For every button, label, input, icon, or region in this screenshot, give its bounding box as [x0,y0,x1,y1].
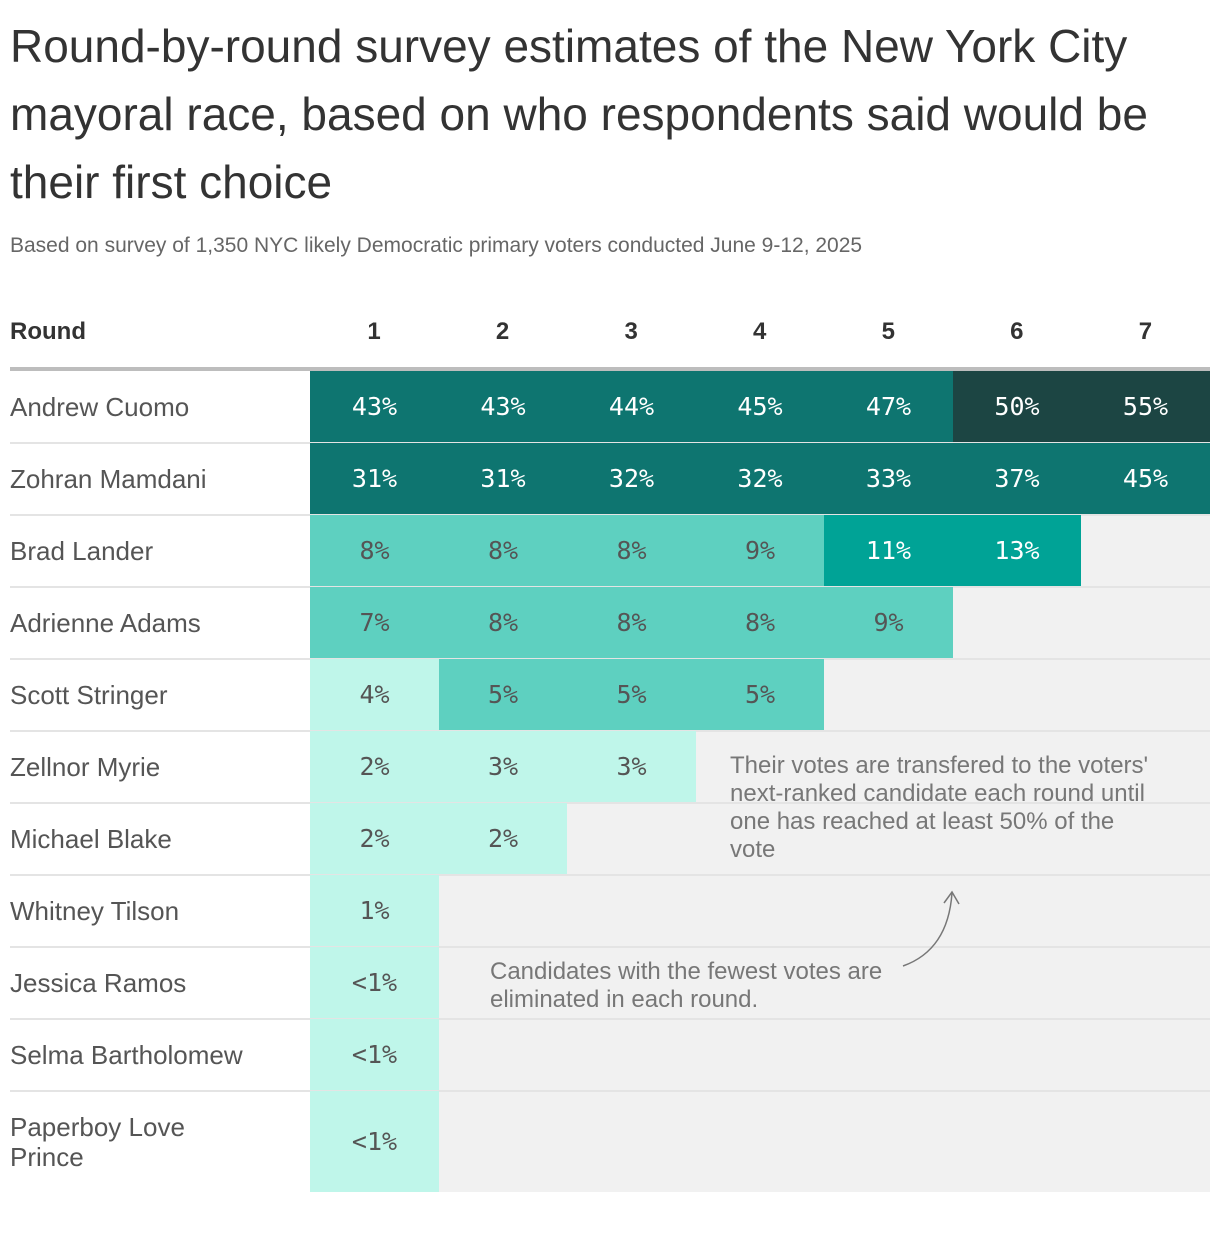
vote-share-cell: 2% [310,731,439,802]
round-header-3: 3 [624,318,638,345]
vote-share-cell: 5% [439,659,567,730]
vote-share-cell: 13% [953,515,1081,586]
round-header-5: 5 [881,318,895,345]
candidate-name: Brad Lander [10,536,154,566]
vote-share-cell: 9% [824,587,953,658]
vote-share-cell: 2% [439,803,567,874]
chart-subtitle: Based on survey of 1,350 NYC likely Demo… [10,234,863,257]
vote-share-cell: 44% [567,371,696,442]
chart-title: Round-by-round survey estimates of the N… [10,20,1148,208]
candidate-name: Paperboy Love Prince [10,1111,185,1172]
candidate-name: Andrew Cuomo [10,392,190,422]
vote-share-cell: 43% [439,371,567,442]
vote-share-cell: 7% [310,587,439,658]
vote-share-cell: 3% [439,731,567,802]
vote-share-cell: 31% [439,443,567,514]
vote-share-cell: 32% [696,443,824,514]
candidate-name: Michael Blake [10,824,172,854]
vote-share-cell: 37% [953,443,1081,514]
vote-share-cell: 5% [567,659,696,730]
round-header-7: 7 [1138,318,1153,345]
vote-share-cell: 32% [567,443,696,514]
vote-share-cell: <1% [310,1019,439,1090]
vote-share-cell: 45% [696,371,824,442]
candidate-name: Zohran Mamdani [10,464,207,494]
round-header-6: 6 [1010,318,1024,345]
vote-share-cell: 43% [310,371,439,442]
transfer-annotation: Their votes are transfered to the voters… [730,752,1149,863]
candidate-name: Zellnor Myrie [10,752,161,782]
eliminated-annotation: Candidates with the fewest votes are eli… [490,958,883,1013]
row-divider [10,946,1210,948]
vote-share-cell: 9% [696,515,824,586]
vote-share-cell: 3% [567,731,696,802]
vote-share-cell: 47% [824,371,953,442]
row-divider [10,874,1210,876]
header-rule [10,367,1210,371]
vote-share-cell: 8% [439,515,567,586]
round-header: Round [10,318,86,345]
vote-share-cell: 4% [310,659,439,730]
candidate-name: Jessica Ramos [10,968,187,998]
vote-share-cell: 2% [310,803,439,874]
row-divider [10,1018,1210,1020]
candidate-name: Selma Bartholomew [10,1040,243,1070]
vote-share-cell: 31% [310,443,439,514]
vote-share-cell: 50% [953,371,1081,442]
annotation-arrowhead [943,890,960,905]
vote-share-cell: 1% [310,875,439,946]
vote-share-cell: <1% [310,1091,439,1192]
annotation-arrow [902,892,953,967]
round-header-1: 1 [367,318,381,345]
candidate-name: Whitney Tilson [10,896,180,926]
round-header-2: 2 [495,318,510,345]
vote-share-cell: 11% [824,515,953,586]
row-divider [10,802,1210,804]
vote-share-cell: 55% [1081,371,1210,442]
vote-share-cell: 33% [824,443,953,514]
row-divider [10,1090,1210,1092]
vote-share-cell: 5% [696,659,824,730]
vote-share-cell: 8% [567,587,696,658]
vote-share-cell: 8% [310,515,439,586]
vote-share-cell: 45% [1081,443,1210,514]
round-header-4: 4 [753,318,767,345]
candidate-name: Scott Stringer [10,680,168,710]
vote-share-cell: 8% [439,587,567,658]
candidate-name: Adrienne Adams [10,608,201,638]
vote-share-cell: <1% [310,947,439,1018]
vote-share-cell: 8% [696,587,824,658]
vote-share-cell: 8% [567,515,696,586]
